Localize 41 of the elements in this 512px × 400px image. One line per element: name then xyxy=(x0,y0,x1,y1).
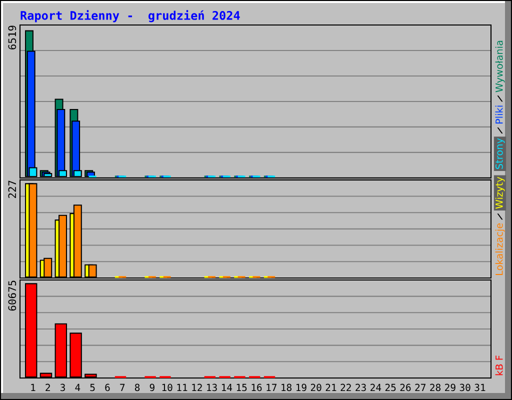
x-tick-label: 13 xyxy=(207,384,217,392)
x-tick-label: 27 xyxy=(415,384,426,391)
chart-title: Raport Dzienny - grudzień 2024 xyxy=(20,10,240,22)
text: Lokalizacje xyxy=(495,223,505,276)
text: Pliki xyxy=(495,106,503,124)
x-tick-label: 25 xyxy=(385,384,396,392)
x-tick-label: 29 xyxy=(445,384,456,392)
x-tick-label: 2 xyxy=(46,384,50,391)
x-tick-label: 16 xyxy=(252,384,262,392)
x-tick-label: 17 xyxy=(266,384,276,391)
x-tick-label: 3 xyxy=(60,384,65,392)
x-tick-label: 15 xyxy=(236,384,247,392)
x-tick-label: 9 xyxy=(150,384,154,392)
text: kB F xyxy=(495,356,503,376)
x-tick-label: 21 xyxy=(326,384,336,391)
x-tick-label: 28 xyxy=(430,384,441,392)
x-tick-label: 30 xyxy=(460,384,470,392)
x-tick-label: 14 xyxy=(222,384,232,391)
x-tick-label: 20 xyxy=(310,384,322,392)
x-tick-label: 19 xyxy=(296,384,306,392)
text: Wywołania xyxy=(495,40,505,92)
x-tick-label: 18 xyxy=(282,384,292,392)
x-tick-label: 1 xyxy=(31,384,36,391)
x-tick-label: 4 xyxy=(75,384,80,391)
text: 6519 xyxy=(8,26,16,50)
text: 60675 xyxy=(8,280,16,311)
x-tick-label: 10 xyxy=(162,384,172,392)
x-tick-label: 12 xyxy=(192,384,202,391)
x-tick-label: 6 xyxy=(105,384,110,392)
x-tick-label: 23 xyxy=(356,384,366,392)
x-tick-label: 26 xyxy=(400,384,411,392)
text: Strony xyxy=(495,138,505,169)
x-tick-label: 11 xyxy=(177,384,188,391)
text: 227 xyxy=(8,180,16,198)
x-tick-label: 5 xyxy=(90,384,95,392)
x-tick-label: 7 xyxy=(120,384,125,391)
x-tick-label: 31 xyxy=(474,384,486,392)
x-tick-label: 22 xyxy=(340,384,351,391)
text: Wizyty xyxy=(495,176,505,209)
x-tick-label: 24 xyxy=(370,384,382,391)
x-tick-label: 8 xyxy=(134,384,140,392)
